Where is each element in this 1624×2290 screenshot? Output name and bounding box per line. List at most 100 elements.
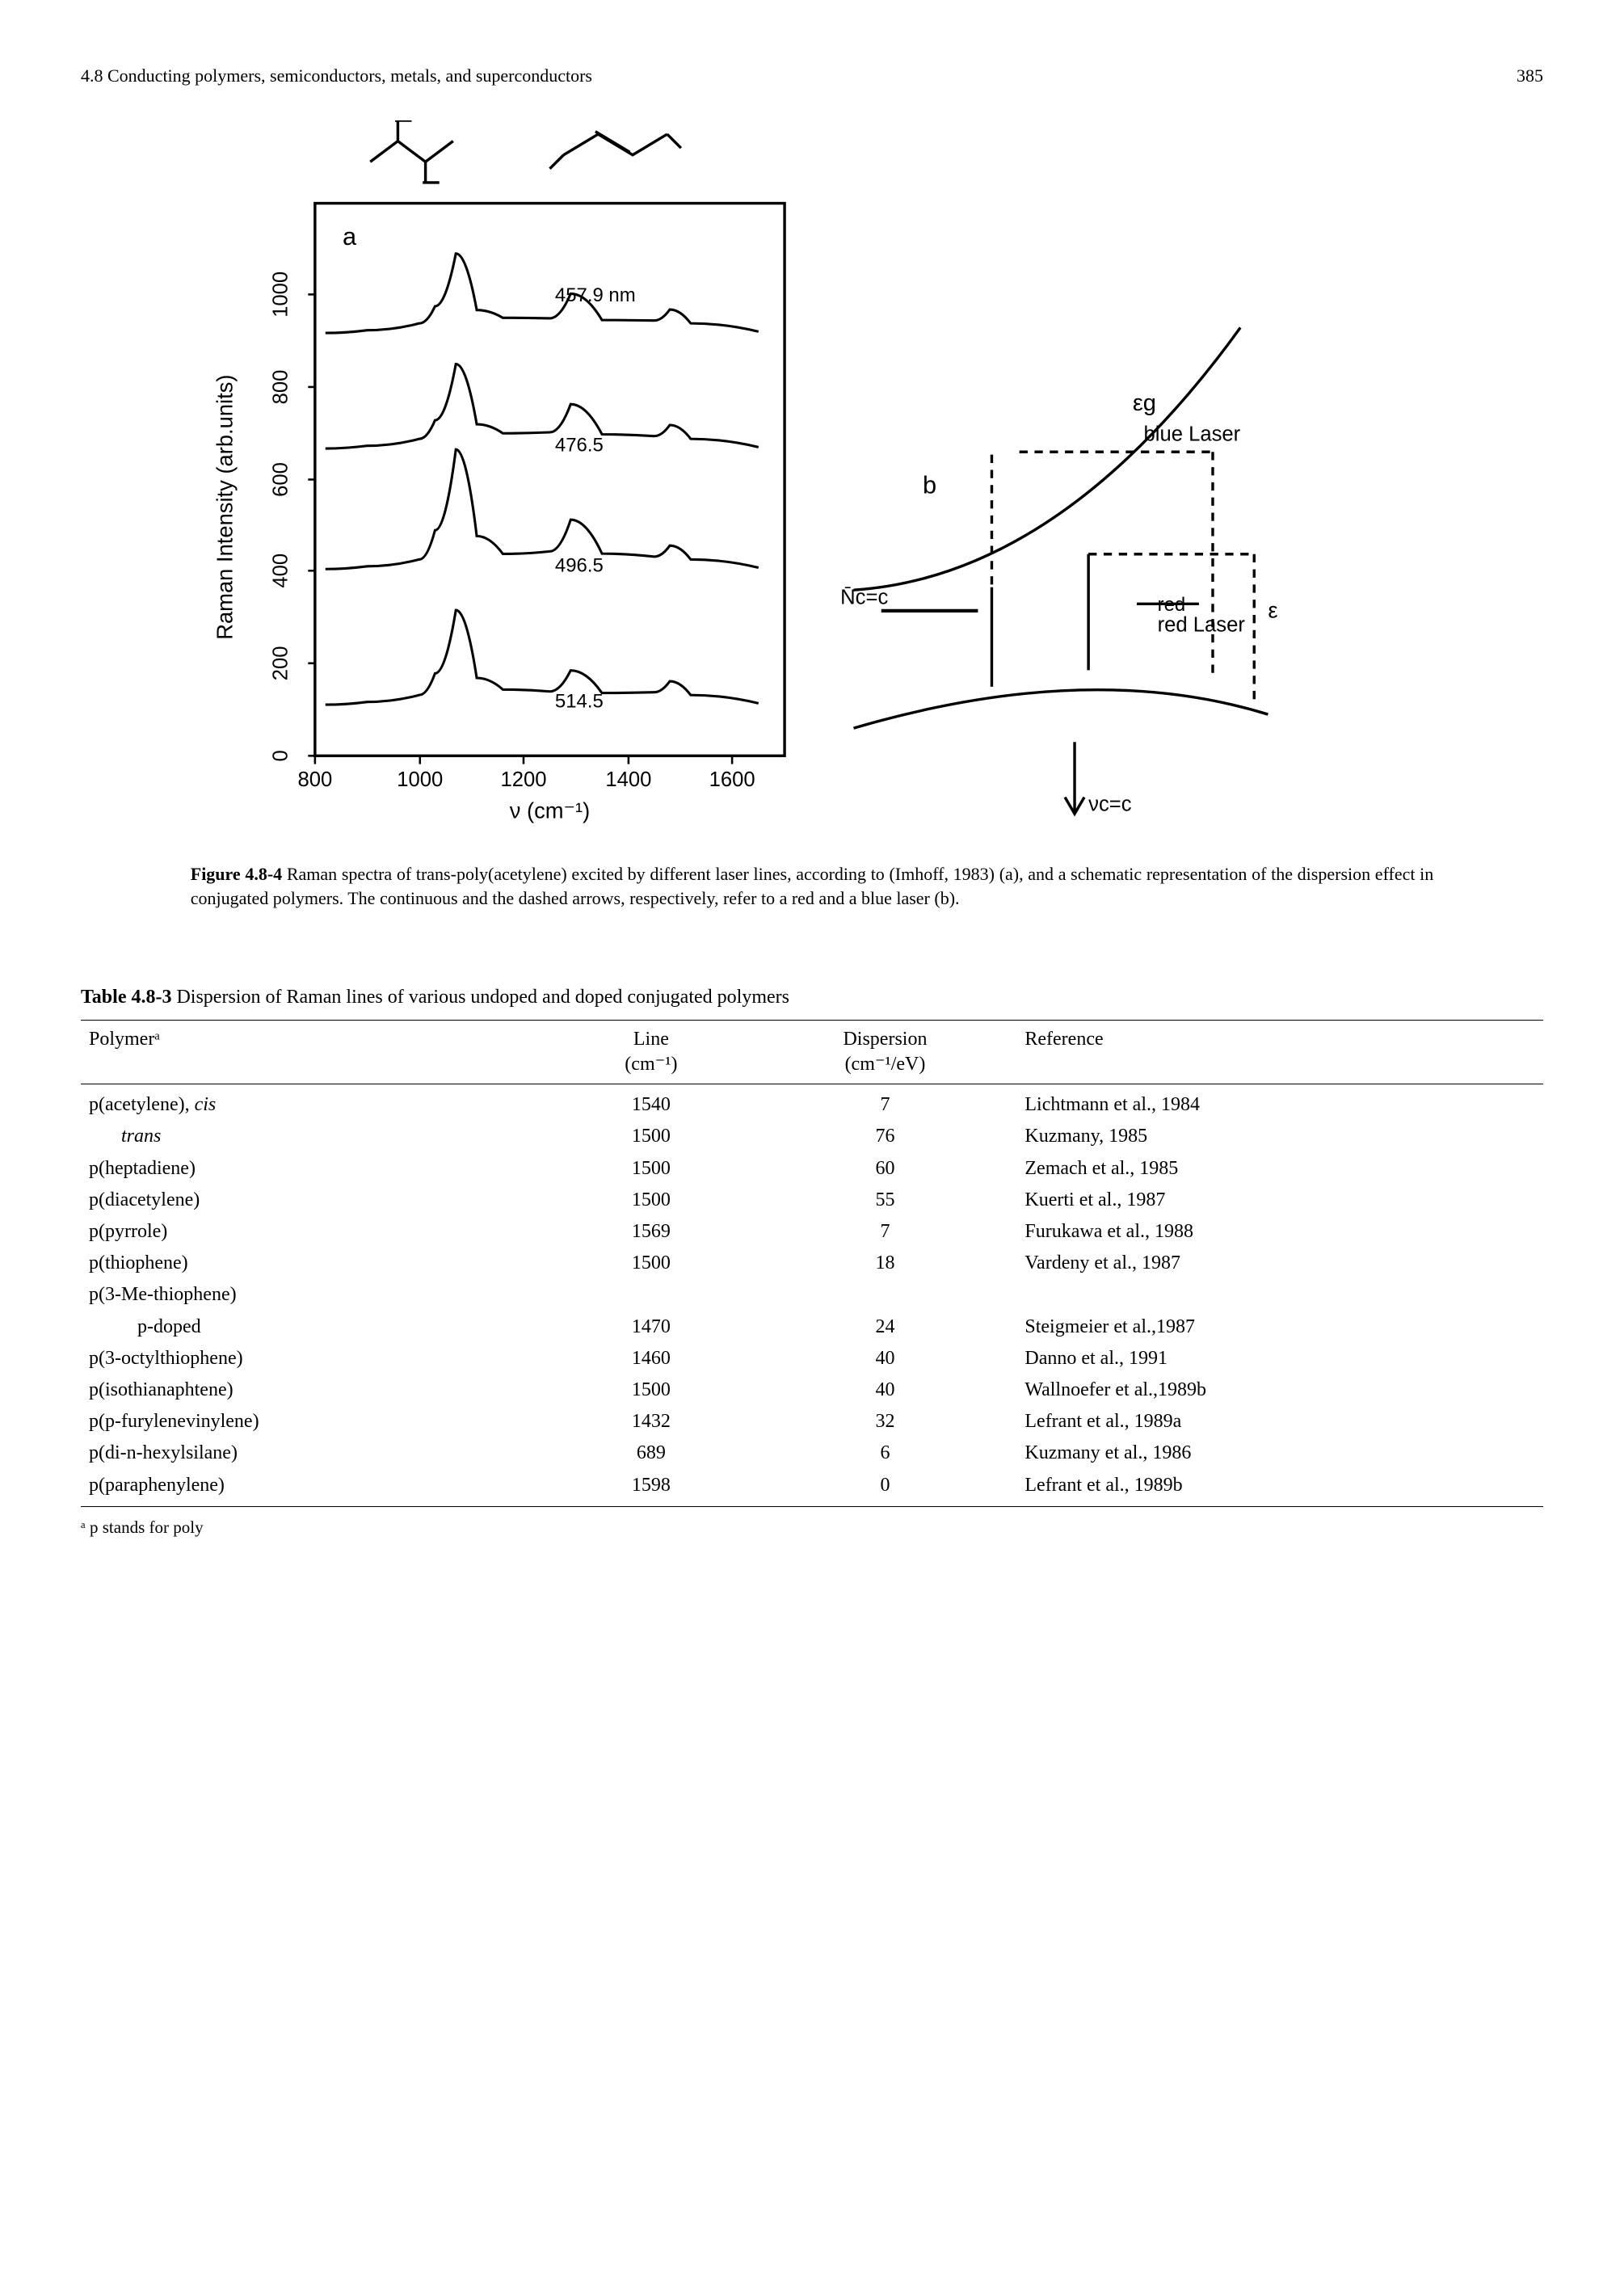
table-row: p(di-n-hexylsilane)6896Kuzmany et al., 1…: [81, 1438, 1543, 1469]
cell-polymer: trans: [81, 1121, 549, 1152]
xtick-label: 1600: [709, 768, 755, 791]
table-title-text: Dispersion of Raman lines of various und…: [171, 987, 789, 1008]
cell-polymer: p(3-Me-thiophene): [81, 1279, 549, 1311]
cell-line: 1500: [549, 1185, 753, 1216]
col-line-label: Line: [633, 1029, 669, 1050]
table-row: p(acetylene), cis15407Lichtmann et al., …: [81, 1084, 1543, 1122]
col-disp-label: Dispersion: [843, 1029, 927, 1050]
cell-reference: Zemach et al., 1985: [1016, 1153, 1543, 1185]
cell-polymer: p(di-n-hexylsilane): [81, 1438, 549, 1469]
cell-dispersion: 40: [754, 1343, 1017, 1374]
col-ref-label: Reference: [1024, 1029, 1103, 1050]
cell-dispersion: 7: [754, 1216, 1017, 1248]
ytick-label: 400: [269, 553, 292, 587]
curve-label: 496.5: [555, 554, 604, 576]
panel-a-xlabel: ν (cm⁻¹): [509, 798, 589, 823]
cell-reference: Kuerti et al., 1987: [1016, 1185, 1543, 1216]
panel-a: 02004006008001000 8001000120014001600 Ra…: [212, 203, 785, 823]
table-row: p(isothianaphtene)150040Wallnoefer et al…: [81, 1374, 1543, 1406]
polymer-text: p(isothianaphtene): [89, 1379, 234, 1400]
polymer-text: p(pyrrole): [89, 1221, 167, 1242]
cell-reference: Lefrant et al., 1989a: [1016, 1406, 1543, 1438]
eg-label: εg: [1133, 390, 1156, 416]
figure-caption-text: Raman spectra of trans-poly(acetylene) e…: [191, 864, 1434, 909]
cell-polymer: p(pyrrole): [81, 1216, 549, 1248]
cell-reference: Steigmeier et al.,1987: [1016, 1311, 1543, 1343]
cell-polymer: p(isothianaphtene): [81, 1374, 549, 1406]
col-disp-unit: (cm⁻¹/eV): [845, 1054, 926, 1075]
cell-dispersion: 6: [754, 1438, 1017, 1469]
table-title-prefix: Table 4.8-3: [81, 987, 171, 1008]
cell-dispersion: 40: [754, 1374, 1017, 1406]
cell-dispersion: 0: [754, 1470, 1017, 1507]
curve-label: 476.5: [555, 434, 604, 456]
dispersion-table: Polymerᵃ Line (cm⁻¹) Dispersion (cm⁻¹/eV…: [81, 1020, 1543, 1507]
polymer-text: p(p-furylenevinylene): [89, 1411, 259, 1432]
xtick-label: 1000: [397, 768, 443, 791]
vcc-label: νc=c: [1088, 793, 1132, 815]
cell-dispersion: [754, 1279, 1017, 1311]
cell-line: 1540: [549, 1084, 753, 1122]
table-row: p(3-Me-thiophene): [81, 1279, 1543, 1311]
cell-polymer: p(3-octylthiophene): [81, 1343, 549, 1374]
col-polymer-label: Polymerᵃ: [89, 1029, 160, 1050]
col-polymer: Polymerᵃ: [81, 1020, 549, 1084]
col-line-unit: (cm⁻¹): [625, 1054, 677, 1075]
figure-caption: Figure 4.8-4 Raman spectra of trans-poly…: [191, 862, 1434, 912]
xtick-label: 1200: [500, 768, 546, 791]
col-dispersion: Dispersion (cm⁻¹/eV): [754, 1020, 1017, 1084]
curve-bottom: [853, 689, 1268, 727]
cell-polymer: p(thiophene): [81, 1248, 549, 1279]
cell-reference: Danno et al., 1991: [1016, 1343, 1543, 1374]
cell-reference: Vardeny et al., 1987: [1016, 1248, 1543, 1279]
polymer-italic: trans: [121, 1126, 161, 1147]
cell-line: 1432: [549, 1406, 753, 1438]
cell-reference: Lefrant et al., 1989b: [1016, 1470, 1543, 1507]
epsilon-label: ε: [1268, 597, 1277, 622]
figure-caption-prefix: Figure 4.8-4: [191, 864, 282, 884]
xtick-label: 800: [297, 768, 332, 791]
cell-dispersion: 60: [754, 1153, 1017, 1185]
polymer-text: p(diacetylene): [89, 1189, 200, 1210]
cell-line: 1569: [549, 1216, 753, 1248]
polymer-text: p(3-octylthiophene): [89, 1348, 243, 1369]
cell-polymer: p(acetylene), cis: [81, 1084, 549, 1122]
red-laser-label: red Laser: [1157, 613, 1245, 636]
vcc-arrow-icon: [1065, 742, 1084, 814]
cell-reference: Lichtmann et al., 1984: [1016, 1084, 1543, 1122]
cell-polymer: p(diacetylene): [81, 1185, 549, 1216]
polymer-text: p(paraphenylene): [89, 1475, 225, 1496]
cell-dispersion: 32: [754, 1406, 1017, 1438]
cell-reference: Wallnoefer et al.,1989b: [1016, 1374, 1543, 1406]
spectrum-curve: [326, 253, 759, 332]
panel-b-label: b: [923, 470, 936, 499]
cell-polymer: p(p-furylenevinylene): [81, 1406, 549, 1438]
table-row: p(3-octylthiophene) 146040Danno et al., 1…: [81, 1343, 1543, 1374]
cell-line: 1500: [549, 1121, 753, 1152]
molecule-left-icon: [370, 120, 453, 183]
panel-b: b εg blue Laser red Laser red: [840, 327, 1277, 815]
table-row: p(paraphenylene)15980Lefrant et al., 198…: [81, 1470, 1543, 1507]
polymer-text: p(acetylene),: [89, 1094, 195, 1115]
table-row: p-doped147024Steigmeier et al.,1987: [81, 1311, 1543, 1343]
cell-reference: Kuzmany et al., 1986: [1016, 1438, 1543, 1469]
spectrum-curve: [326, 610, 759, 705]
cell-line: 1470: [549, 1311, 753, 1343]
ytick-label: 0: [269, 750, 292, 761]
ncc-label: N̄c=c: [840, 586, 888, 608]
polymer-text: p(3-Me-thiophene): [89, 1284, 237, 1305]
cell-line: 1460: [549, 1343, 753, 1374]
table-row: p(pyrrole) 15697Furukawa et al., 1988: [81, 1216, 1543, 1248]
xtick-label: 1400: [605, 768, 651, 791]
col-reference: Reference: [1016, 1020, 1543, 1084]
panel-a-ylabel: Raman Intensity (arb.units): [212, 374, 237, 639]
cell-polymer: p(paraphenylene): [81, 1470, 549, 1507]
arrows-blue: [991, 452, 1254, 701]
polymer-text: p(thiophene): [89, 1252, 188, 1273]
polymer-text: p(heptadiene): [89, 1158, 196, 1179]
blue-laser-label: blue Laser: [1143, 423, 1240, 445]
table-row: p(thiophene)150018Vardeny et al., 1987: [81, 1248, 1543, 1279]
cell-reference: Furukawa et al., 1988: [1016, 1216, 1543, 1248]
figure-svg: 02004006008001000 8001000120014001600 Ra…: [191, 120, 1434, 839]
cell-dispersion: 18: [754, 1248, 1017, 1279]
